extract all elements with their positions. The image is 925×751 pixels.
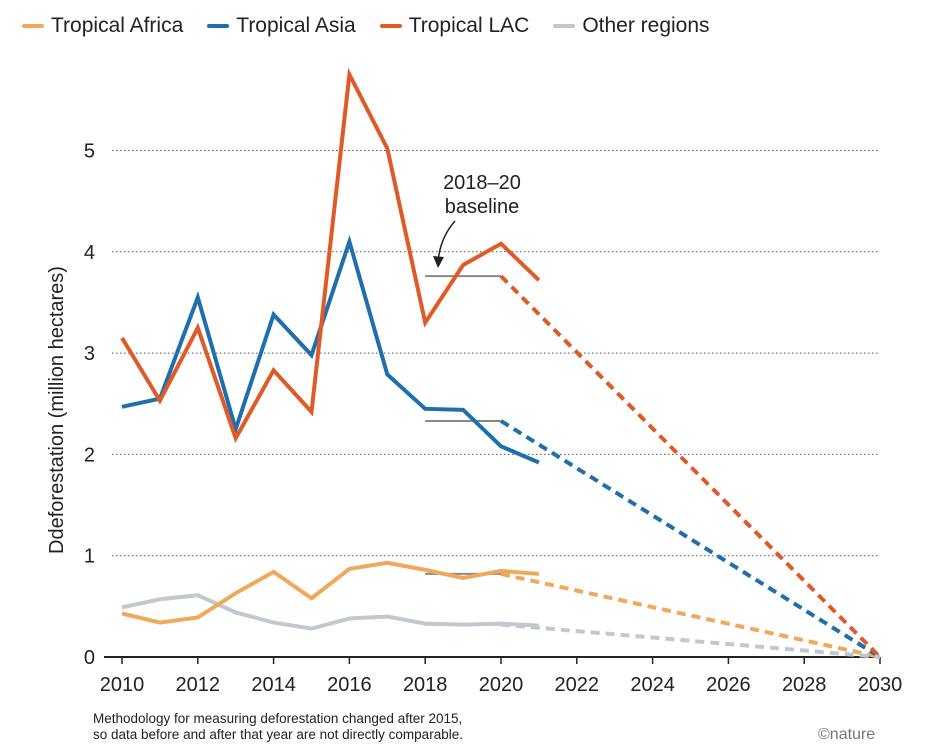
legend-swatch-tropical-lac [379,24,402,28]
y-tick-label-0: 0 [84,647,95,669]
annotation-text-line-1: 2018–20 [443,172,521,194]
footnote: Methodology for measuring deforestation … [93,711,553,743]
y-axis-label: Ddeforestation (million hectares) [46,266,68,554]
annotation-arrowhead [433,256,444,268]
series-line-tropical-africa [121,560,540,625]
x-tick-label-2026: 2026 [706,674,751,696]
target-path-tropical-asia [499,419,882,659]
legend-swatch-other-regions [553,24,576,28]
y-tick-label-5: 5 [84,141,95,163]
series-line-other-regions [121,593,540,631]
x-tick-label-2030: 2030 [858,674,903,696]
legend-swatch-tropical-asia [207,24,230,28]
legend-label-tropical-asia: Tropical Asia [236,14,356,37]
y-tick-label-2: 2 [84,444,95,466]
legend-item-tropical-africa: Tropical Africa [22,14,183,38]
target-path-other-regions [500,622,881,659]
annotation-arrow [437,220,456,263]
x-tick-label-2016: 2016 [327,674,372,696]
x-tick-label-2018: 2018 [403,674,448,696]
legend-swatch-tropical-africa [22,24,44,28]
x-tick-label-2014: 2014 [251,674,296,696]
target-path-tropical-lac [499,274,882,659]
x-tick-label-2012: 2012 [176,674,221,696]
legend-label-tropical-africa: Tropical Africa [51,14,184,37]
legend: Tropical Africa Tropical Asia Tropical L… [22,12,710,40]
annotation-text-line-2: baseline [445,196,520,218]
legend-label-other-regions: Other regions [582,14,710,37]
legend-item-tropical-asia: Tropical Asia [207,14,356,38]
credit-nature: ©nature [818,726,876,743]
x-tick-label-2010: 2010 [100,674,145,696]
x-tick-label-2028: 2028 [782,674,827,696]
y-tick-label-4: 4 [84,242,95,264]
legend-label-tropical-lac: Tropical LAC [408,14,530,37]
series-line-tropical-lac [120,67,541,444]
y-tick-label-3: 3 [84,343,95,365]
x-tick-label-2022: 2022 [555,674,600,696]
series-line-tropical-asia [121,234,540,465]
legend-item-other-regions: Other regions [553,14,710,38]
x-tick-label-2024: 2024 [630,674,675,696]
footnote-line-1: Methodology for measuring deforestation … [93,711,463,726]
legend-item-tropical-lac: Tropical LAC [379,14,530,38]
y-tick-label-1: 1 [84,546,95,568]
target-path-tropical-africa [500,571,881,659]
x-tick-label-2020: 2020 [479,674,524,696]
footnote-line-2: so data before and after that year are n… [93,727,463,742]
